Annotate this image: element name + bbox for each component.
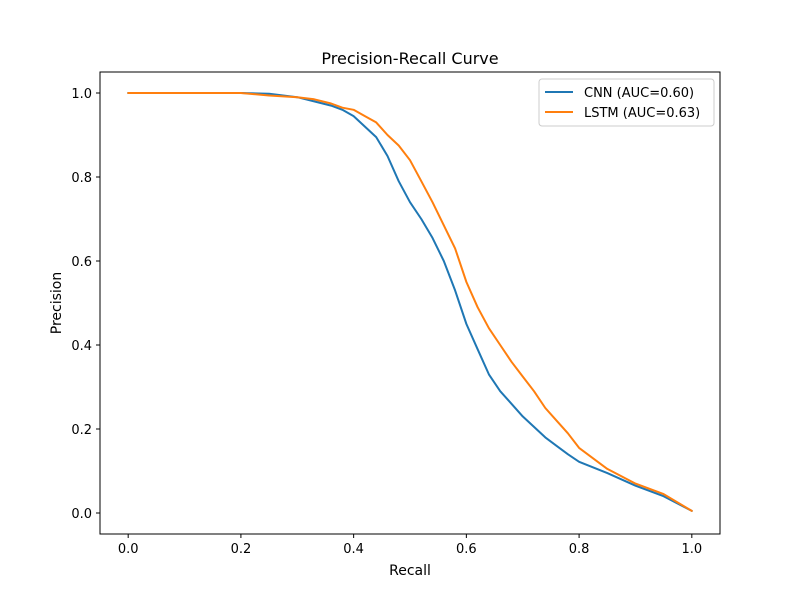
y-tick-label: 0.4 xyxy=(71,339,92,354)
y-tick-label: 1.0 xyxy=(71,87,92,102)
x-axis-label: Recall xyxy=(389,563,431,579)
chart-title: Precision-Recall Curve xyxy=(321,49,498,68)
x-tick-label: 1.0 xyxy=(681,542,702,557)
y-tick-label: 0.0 xyxy=(71,507,92,522)
x-tick-label: 0.8 xyxy=(569,542,590,557)
series-line-cnn xyxy=(127,92,693,512)
series-line-lstm xyxy=(127,92,693,512)
y-axis-label: Precision xyxy=(49,272,65,334)
x-tick-label: 0.2 xyxy=(231,542,252,557)
legend-label-cnn: CNN (AUC=0.60) xyxy=(584,86,694,101)
y-tick-label: 0.8 xyxy=(71,171,92,186)
x-tick-label: 0.4 xyxy=(343,542,364,557)
y-tick-label: 0.6 xyxy=(71,255,92,270)
x-tick-label: 0.0 xyxy=(118,542,139,557)
x-axis-ticks: 0.0 0.2 0.4 0.6 0.8 1.0 xyxy=(118,534,702,557)
legend-label-lstm: LSTM (AUC=0.63) xyxy=(584,106,700,121)
plot-frame xyxy=(99,71,721,535)
legend: CNN (AUC=0.60) LSTM (AUC=0.63) xyxy=(538,78,715,127)
series-layer xyxy=(127,92,693,512)
y-axis-ticks: 0.0 0.2 0.4 0.6 0.8 1.0 xyxy=(71,87,100,522)
x-tick-label: 0.6 xyxy=(456,542,477,557)
legend-frame xyxy=(538,78,715,127)
y-tick-label: 0.2 xyxy=(71,423,92,438)
